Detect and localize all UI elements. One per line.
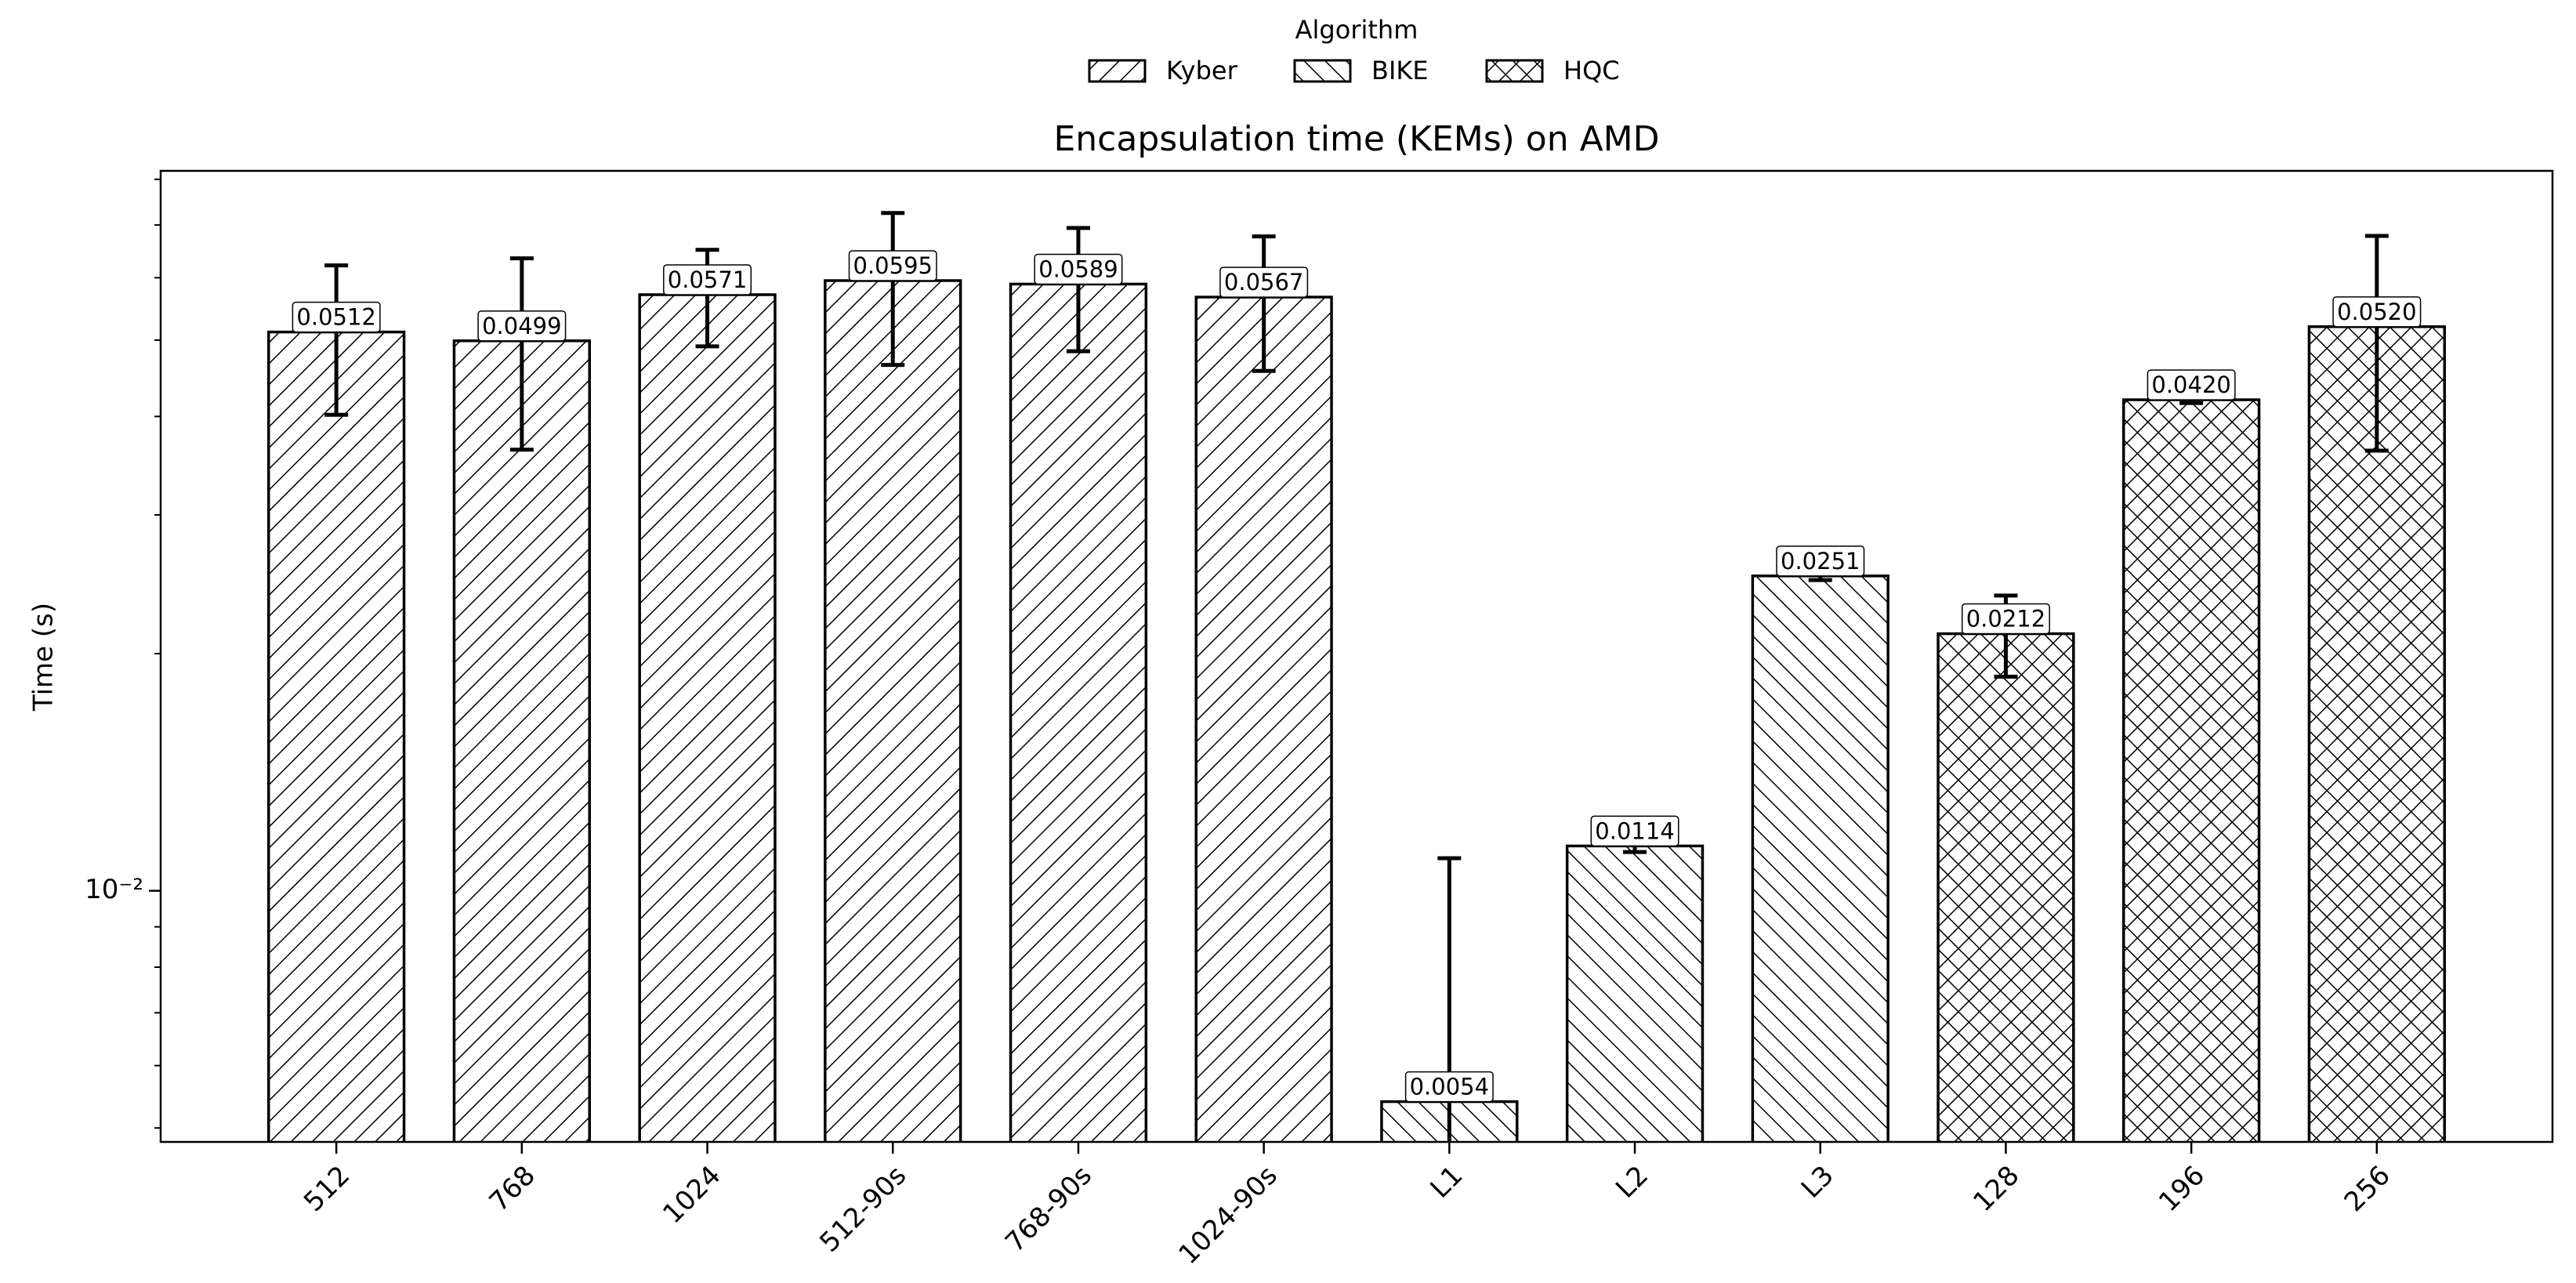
x-tick-label: L2 bbox=[1610, 1160, 1654, 1205]
bar bbox=[452, 339, 591, 1142]
legend-label: Kyber bbox=[1166, 56, 1238, 85]
x-tick-label: 768 bbox=[484, 1160, 542, 1218]
bar bbox=[1751, 574, 1889, 1142]
value-label: 0.0520 bbox=[2337, 299, 2416, 325]
value-label: 0.0420 bbox=[2151, 371, 2230, 398]
x-tick-label: 768-90s bbox=[999, 1160, 1098, 1259]
value-label-box bbox=[1404, 1071, 1494, 1103]
value-label-box bbox=[292, 301, 381, 333]
plot-frame bbox=[159, 169, 2554, 1143]
value-label: 0.0499 bbox=[482, 313, 561, 339]
bar bbox=[1937, 632, 2075, 1142]
x-tick-label: 128 bbox=[1967, 1160, 2025, 1218]
legend-swatch bbox=[1088, 59, 1147, 83]
error-bar bbox=[1066, 226, 1090, 353]
value-label: 0.0212 bbox=[1966, 606, 2045, 632]
value-label-box bbox=[1776, 545, 1865, 577]
legend-title: Algorithm bbox=[1295, 15, 1418, 45]
y-axis-label: Time (s) bbox=[28, 603, 60, 712]
x-tick-label: 512-90s bbox=[813, 1160, 912, 1259]
legend-swatch bbox=[1293, 59, 1352, 83]
chart-title: Encapsulation time (KEMs) on AMD bbox=[1053, 119, 1659, 159]
x-tick-label: 512 bbox=[298, 1160, 356, 1218]
error-bar bbox=[2364, 234, 2389, 453]
x-tick-label: 1024 bbox=[657, 1160, 726, 1230]
x-tick-label: 196 bbox=[2153, 1160, 2211, 1218]
legend-label: BIKE bbox=[1371, 56, 1429, 85]
y-tick-label: 10⁻² bbox=[85, 874, 143, 905]
x-tick-label: 256 bbox=[2339, 1160, 2397, 1218]
value-label: 0.0251 bbox=[1781, 548, 1860, 574]
value-label-box bbox=[2332, 296, 2422, 328]
plot-area bbox=[267, 211, 2446, 1142]
x-tick-label: 1024-90s bbox=[1172, 1160, 1283, 1270]
value-label: 0.0567 bbox=[1224, 269, 1303, 295]
bar bbox=[824, 279, 962, 1142]
legend-swatch bbox=[1485, 59, 1544, 83]
value-label-box bbox=[2147, 369, 2236, 400]
value-label-box bbox=[663, 264, 752, 295]
legend-label: HQC bbox=[1563, 56, 1620, 85]
value-label: 0.0589 bbox=[1038, 256, 1118, 282]
error-bar bbox=[324, 263, 349, 417]
error-bar bbox=[881, 211, 905, 368]
value-label-box bbox=[1034, 253, 1123, 285]
value-label: 0.0054 bbox=[1410, 1074, 1489, 1100]
x-tick-label: L1 bbox=[1424, 1160, 1469, 1205]
bar bbox=[1009, 282, 1148, 1142]
value-label-box bbox=[477, 310, 567, 342]
error-bar bbox=[1252, 234, 1276, 373]
value-label: 0.0571 bbox=[668, 266, 747, 293]
value-label-box bbox=[1219, 266, 1309, 298]
error-bar bbox=[509, 256, 534, 452]
bar bbox=[638, 293, 777, 1142]
value-label-box bbox=[1590, 815, 1679, 847]
bar bbox=[267, 330, 406, 1142]
value-label-box bbox=[848, 250, 937, 281]
value-label: 0.0595 bbox=[853, 252, 933, 279]
x-tick-label: L3 bbox=[1795, 1160, 1840, 1205]
bar bbox=[2122, 398, 2261, 1142]
bar bbox=[2307, 325, 2446, 1142]
bar bbox=[1194, 295, 1333, 1142]
value-label: 0.0114 bbox=[1595, 817, 1674, 844]
bar bbox=[1565, 844, 1705, 1142]
value-label-box bbox=[1961, 603, 2050, 635]
value-label: 0.0512 bbox=[296, 304, 375, 331]
